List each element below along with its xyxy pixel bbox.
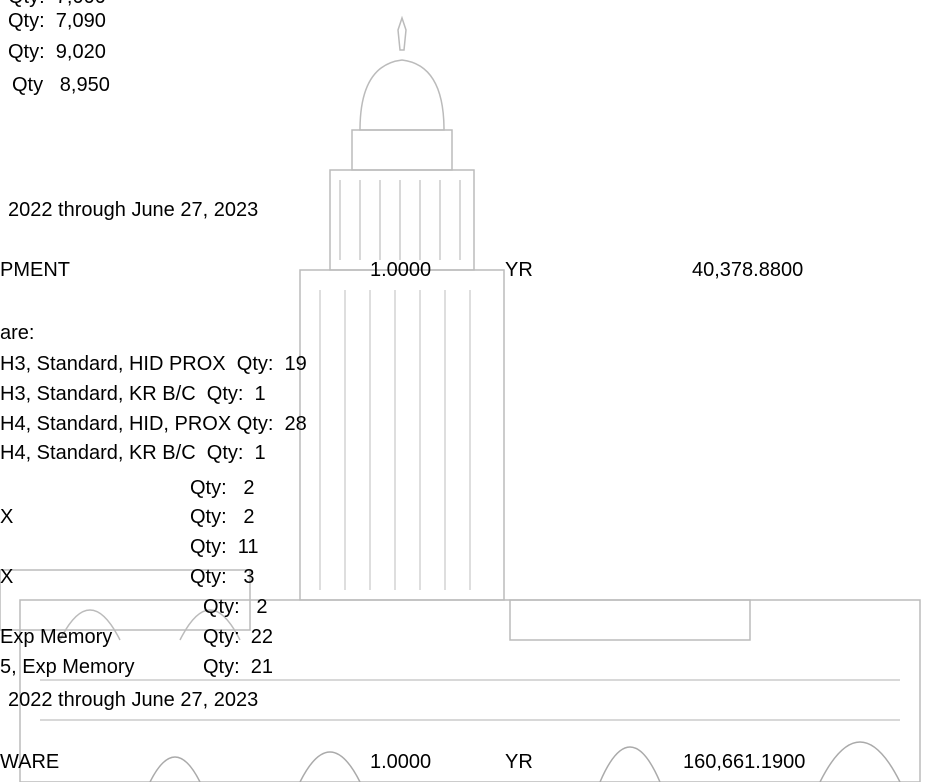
text: H3, Standard, HID PROX Qty: 19 xyxy=(0,353,307,375)
text: Qty: 7,000 xyxy=(8,0,106,8)
text: Qty: 7,090 xyxy=(8,10,106,32)
text: YR xyxy=(505,751,533,773)
text: 5, Exp Memory xyxy=(0,656,134,678)
text: Qty: 2 xyxy=(203,596,267,618)
text: Exp Memory xyxy=(0,626,112,648)
text: Qty: 9,020 xyxy=(8,41,106,63)
text: H4, Standard, HID, PROX Qty: 28 xyxy=(0,413,307,435)
text: Qty: 2 xyxy=(190,477,254,499)
text: H3, Standard, KR B/C Qty: 1 xyxy=(0,383,266,405)
text: are: xyxy=(0,322,34,344)
text: 2022 through June 27, 2023 xyxy=(8,199,258,221)
text: Qty: 21 xyxy=(203,656,273,678)
text: 160,661.1900 xyxy=(683,751,805,773)
text: H4, Standard, KR B/C Qty: 1 xyxy=(0,442,266,464)
text: Qty: 22 xyxy=(203,626,273,648)
text: X xyxy=(0,506,13,528)
text: Qty: 11 xyxy=(190,536,259,558)
text: 2022 through June 27, 2023 xyxy=(8,689,258,711)
text: WARE xyxy=(0,751,59,773)
text: 1.0000 xyxy=(370,259,431,281)
text: Qty: 3 xyxy=(190,566,254,588)
page: {"lines": [ ["Qty: 7,000"], ["Qty: 7,090… xyxy=(0,0,930,782)
text: PMENT xyxy=(0,259,70,281)
text: 40,378.8800 xyxy=(692,259,803,281)
text: 1.0000 xyxy=(370,751,431,773)
text: X xyxy=(0,566,13,588)
text: YR xyxy=(505,259,533,281)
text: Qty 8,950 xyxy=(12,74,110,96)
text: Qty: 2 xyxy=(190,506,254,528)
